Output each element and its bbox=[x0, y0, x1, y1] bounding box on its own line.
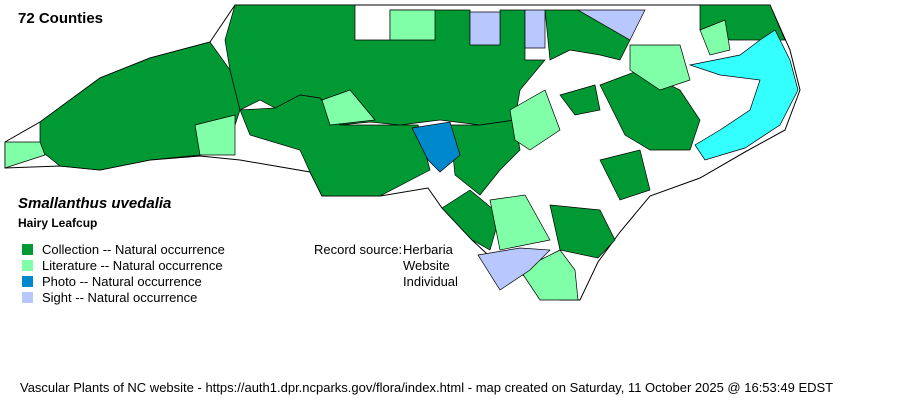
county-region bbox=[576, 9, 646, 41]
photo-swatch bbox=[22, 276, 33, 287]
common-name: Hairy Leafcup bbox=[18, 216, 98, 230]
county-region bbox=[411, 121, 461, 173]
literature-swatch bbox=[22, 260, 33, 271]
county-region bbox=[469, 11, 501, 46]
sight-swatch bbox=[22, 292, 33, 303]
county-region bbox=[699, 19, 731, 56]
county-region bbox=[4, 141, 46, 169]
county-region bbox=[389, 9, 436, 41]
literature-counties bbox=[4, 9, 731, 301]
county-region bbox=[449, 119, 521, 196]
scientific-name: Smallanthus uvedalia bbox=[18, 195, 172, 212]
record-source-individual: Individual bbox=[403, 274, 458, 289]
county-region bbox=[519, 249, 579, 301]
county-region bbox=[599, 149, 651, 201]
collection-counties bbox=[39, 4, 786, 259]
legend-item-sight: Sight -- Natural occurrence bbox=[22, 290, 197, 305]
county-region bbox=[321, 89, 376, 126]
legend-item-photo: Photo -- Natural occurrence bbox=[22, 274, 202, 289]
county-count: 72 Counties bbox=[18, 10, 104, 27]
legend-label: Collection -- Natural occurrence bbox=[42, 242, 225, 257]
county-region bbox=[559, 84, 601, 116]
county-region bbox=[549, 204, 616, 259]
legend-label: Sight -- Natural occurrence bbox=[42, 290, 198, 305]
record-source-website: Website bbox=[403, 258, 450, 273]
county-region bbox=[489, 194, 551, 251]
sight-counties bbox=[469, 9, 646, 291]
photo-counties bbox=[411, 121, 461, 173]
legend-item-literature: Literature -- Natural occurrence bbox=[22, 258, 223, 273]
county-region bbox=[629, 44, 691, 91]
county-region bbox=[509, 89, 561, 151]
collection-swatch bbox=[22, 244, 33, 255]
pamlico-albemarle-sound bbox=[688, 29, 799, 161]
record-source-herbaria: Herbaria bbox=[403, 242, 453, 257]
record-source-label: Record source: bbox=[314, 242, 403, 257]
county-region bbox=[477, 247, 551, 291]
legend-label: Literature -- Natural occurrence bbox=[42, 258, 223, 273]
county-region bbox=[194, 114, 236, 156]
legend-label: Photo -- Natural occurrence bbox=[42, 274, 202, 289]
county-region bbox=[524, 9, 546, 49]
county-region bbox=[441, 189, 501, 251]
legend-item-collection: Collection -- Natural occurrence bbox=[22, 242, 225, 257]
footer-credit: Vascular Plants of NC website - https://… bbox=[20, 380, 834, 395]
